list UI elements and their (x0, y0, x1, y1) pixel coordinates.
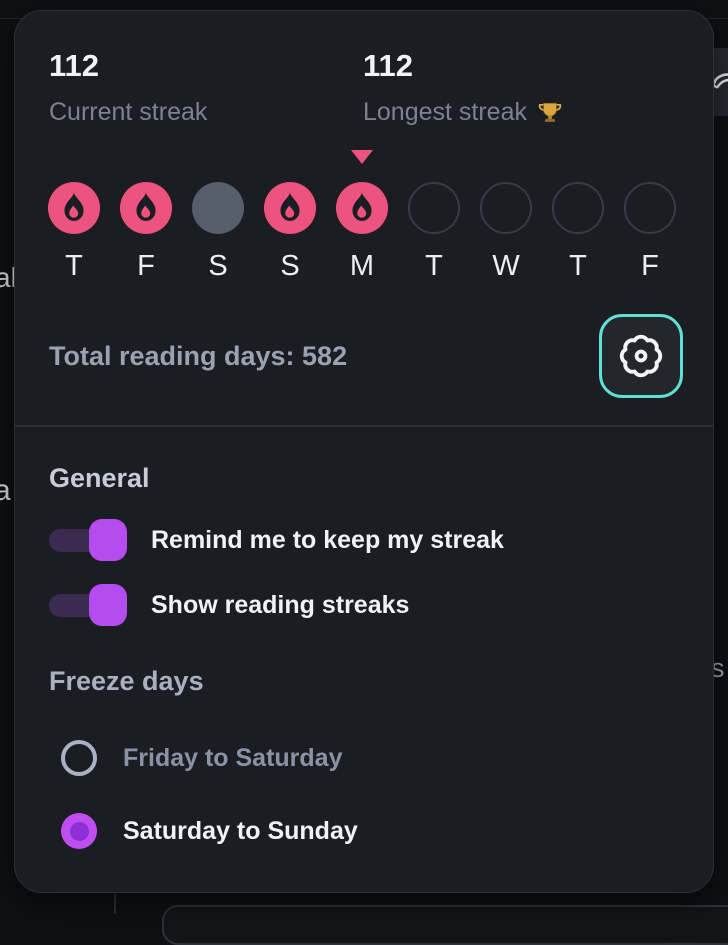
empty-day-circle (552, 182, 604, 234)
current-streak-label: Current streak (49, 98, 208, 126)
day-streak-empty (624, 182, 676, 234)
missed-day-circle (192, 182, 244, 234)
saturday-sunday-label: Saturday to Sunday (123, 816, 358, 845)
remind-streak-toggle[interactable] (49, 519, 127, 561)
day-label: F (641, 249, 659, 282)
day-streak-flame (48, 182, 100, 234)
day-streak-flame (120, 182, 172, 234)
flame-icon (336, 182, 388, 234)
radio-row-friday-saturday: Friday to Saturday (61, 740, 343, 776)
saturday-sunday-radio[interactable] (61, 813, 97, 849)
toggle-knob (89, 519, 127, 561)
empty-day-circle (480, 182, 532, 234)
radio-selected-dot (69, 821, 89, 841)
longest-streak-label: Longest streak (363, 98, 527, 126)
day-streak-missed (192, 182, 244, 234)
longest-streak-stat: 112 Longest streak (363, 47, 563, 127)
radio-row-saturday-sunday: Saturday to Sunday (61, 813, 358, 849)
day-label: F (137, 249, 155, 282)
friday-saturday-label: Friday to Saturday (123, 743, 343, 772)
day-label: T (425, 249, 443, 282)
day-label: W (492, 249, 520, 282)
day-label: M (349, 249, 375, 282)
remind-streak-label: Remind me to keep my streak (151, 525, 504, 554)
show-streaks-toggle[interactable] (49, 584, 127, 626)
current-streak-stat: 112 Current streak (49, 47, 207, 127)
flame-icon (48, 182, 100, 234)
friday-saturday-radio[interactable] (61, 740, 97, 776)
freeze-days-heading: Freeze days (49, 666, 204, 696)
empty-day-circle (624, 182, 676, 234)
day-streak-empty (480, 182, 532, 234)
trophy-icon (538, 102, 562, 122)
week-day-labels: T F S S M T W T F (48, 250, 676, 282)
background-card-edge (114, 891, 116, 914)
day-streak-empty (552, 182, 604, 234)
empty-day-circle (408, 182, 460, 234)
background-card (162, 905, 728, 945)
background-clipped-text: al (0, 262, 17, 293)
week-streak-row (48, 182, 676, 234)
day-label: S (208, 249, 228, 282)
day-label: T (569, 249, 587, 282)
flame-icon (120, 182, 172, 234)
toggle-row-remind: Remind me to keep my streak (49, 519, 504, 561)
day-streak-flame (264, 182, 316, 234)
day-streak-empty (408, 182, 460, 234)
section-divider (15, 425, 713, 427)
today-pointer (351, 150, 373, 164)
general-heading: General (49, 463, 150, 493)
streak-settings-button[interactable] (599, 314, 683, 398)
toggle-row-show-streaks: Show reading streaks (49, 584, 409, 626)
toggle-knob (89, 584, 127, 626)
longest-streak-value: 112 (363, 48, 414, 83)
show-streaks-label: Show reading streaks (151, 590, 410, 619)
total-reading-days: Total reading days: 582 (49, 341, 348, 371)
day-streak-flame-today (336, 182, 388, 234)
background-clipped-text: a (0, 474, 11, 507)
streak-popup: 112 Current streak 112 Longest streak (14, 10, 714, 893)
day-label: T (65, 249, 83, 282)
gear-icon (619, 334, 663, 378)
day-label: S (280, 249, 300, 282)
background-clipped-text: s (711, 653, 725, 683)
flame-icon (264, 182, 316, 234)
current-streak-value: 112 (49, 48, 100, 83)
